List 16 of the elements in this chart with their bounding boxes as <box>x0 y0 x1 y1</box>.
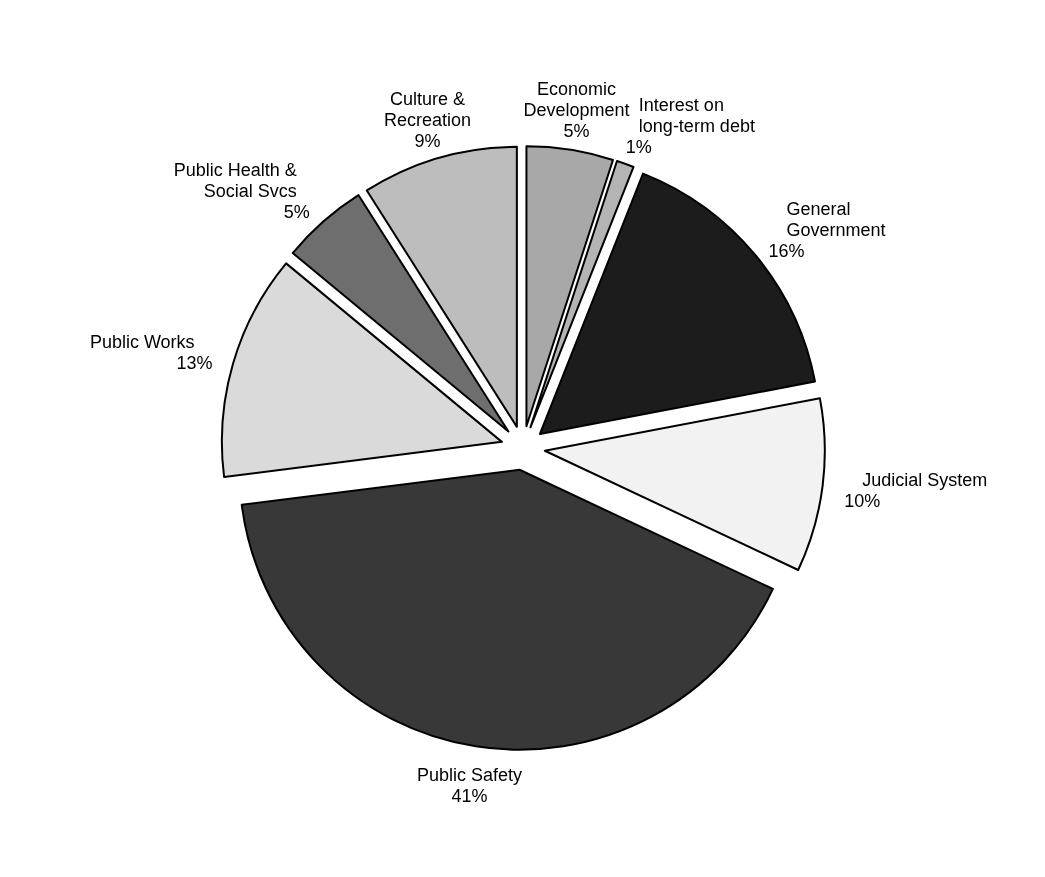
data-label: 13% <box>176 353 213 374</box>
data-label: 5% <box>283 202 310 223</box>
data-label: 9% <box>414 130 441 151</box>
slice-label: Judicial System <box>862 470 988 491</box>
slice-label: Public Health & Social Svcs <box>173 160 297 202</box>
data-label: 10% <box>844 491 881 512</box>
data-label: 41% <box>451 786 488 807</box>
slice-label: Public Safety <box>416 765 523 786</box>
data-label: 16% <box>768 241 805 261</box>
slice-label: Interest on long-term debt <box>638 95 755 137</box>
slice-label: Public Works <box>89 332 195 353</box>
slice-label: General Government <box>786 199 886 240</box>
data-label: 1% <box>625 137 652 158</box>
data-label: 5% <box>563 121 590 142</box>
slice-label: Economic Development <box>523 79 630 121</box>
slice-label: Culture & Recreation <box>384 88 472 130</box>
